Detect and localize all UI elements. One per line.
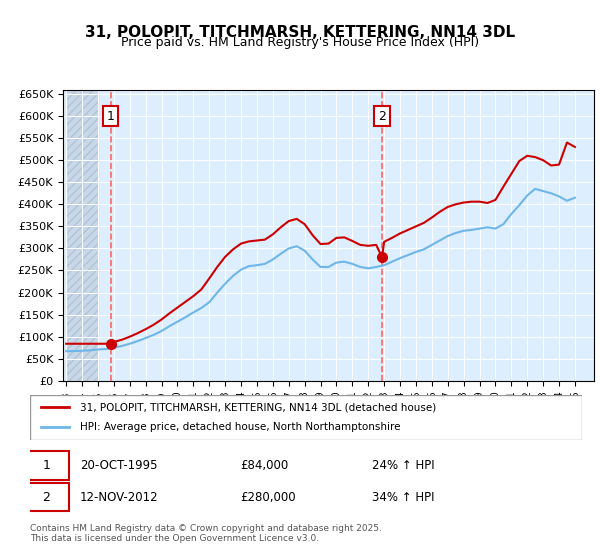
Bar bbox=[66, 90, 98, 381]
Text: 2: 2 bbox=[378, 110, 386, 123]
Text: 1: 1 bbox=[43, 459, 50, 472]
FancyBboxPatch shape bbox=[25, 451, 68, 479]
Text: HPI: Average price, detached house, North Northamptonshire: HPI: Average price, detached house, Nort… bbox=[80, 422, 400, 432]
Text: 20-OCT-1995: 20-OCT-1995 bbox=[80, 459, 157, 472]
Text: 2: 2 bbox=[43, 491, 50, 503]
Text: 12-NOV-2012: 12-NOV-2012 bbox=[80, 491, 158, 503]
Text: 34% ↑ HPI: 34% ↑ HPI bbox=[372, 491, 435, 503]
Bar bbox=[66, 90, 98, 381]
Text: 1: 1 bbox=[107, 110, 115, 123]
Text: £84,000: £84,000 bbox=[240, 459, 288, 472]
FancyBboxPatch shape bbox=[25, 483, 68, 511]
Text: 31, POLOPIT, TITCHMARSH, KETTERING, NN14 3DL: 31, POLOPIT, TITCHMARSH, KETTERING, NN14… bbox=[85, 25, 515, 40]
Text: Price paid vs. HM Land Registry's House Price Index (HPI): Price paid vs. HM Land Registry's House … bbox=[121, 36, 479, 49]
Text: Contains HM Land Registry data © Crown copyright and database right 2025.
This d: Contains HM Land Registry data © Crown c… bbox=[30, 524, 382, 543]
Text: £280,000: £280,000 bbox=[240, 491, 295, 503]
Text: 24% ↑ HPI: 24% ↑ HPI bbox=[372, 459, 435, 472]
FancyBboxPatch shape bbox=[30, 395, 582, 440]
Text: 31, POLOPIT, TITCHMARSH, KETTERING, NN14 3DL (detached house): 31, POLOPIT, TITCHMARSH, KETTERING, NN14… bbox=[80, 402, 436, 412]
